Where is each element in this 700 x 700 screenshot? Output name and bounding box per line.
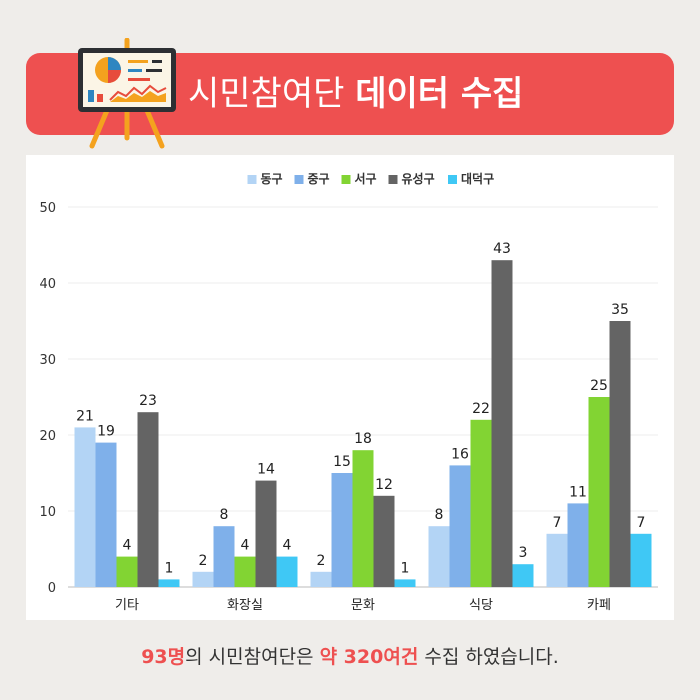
bar [255, 480, 277, 587]
bar [116, 556, 138, 587]
title-bold: 데이터 수집 [355, 74, 524, 114]
y-tick-label: 0 [48, 581, 56, 596]
bar [449, 465, 471, 587]
legend-entry: 동구 [261, 172, 283, 186]
bar [158, 579, 180, 587]
data-label: 35 [611, 302, 629, 318]
page-title: 시민참여단 데이터 수집 [188, 68, 523, 120]
legend-swatch [448, 175, 457, 184]
data-label: 11 [569, 484, 587, 500]
y-tick-label: 40 [39, 277, 56, 292]
bar [276, 556, 298, 587]
data-label: 23 [139, 393, 157, 409]
bar [192, 571, 214, 587]
legend-entry: 유성구 [402, 172, 435, 186]
bar [310, 571, 332, 587]
bar [470, 419, 492, 587]
data-label: 16 [451, 446, 469, 462]
presentation-easel-icon [78, 38, 176, 149]
data-label: 3 [519, 545, 528, 561]
bar [373, 495, 395, 587]
data-label: 7 [553, 515, 562, 531]
collected-count: 약 320여건 [319, 646, 419, 668]
bar [352, 450, 374, 587]
y-tick-label: 20 [39, 429, 56, 444]
title-light: 시민참여단 [188, 74, 345, 114]
bar [428, 526, 450, 587]
data-label: 4 [123, 538, 132, 554]
x-tick-label: 기타 [115, 598, 139, 613]
footer-text-1: 의 시민참여단은 [185, 646, 320, 668]
bar [491, 260, 513, 587]
data-label: 7 [637, 515, 646, 531]
data-label: 12 [375, 477, 393, 493]
bar [512, 564, 534, 587]
x-tick-label: 카페 [587, 598, 611, 613]
data-label: 19 [97, 424, 115, 440]
y-tick-label: 10 [39, 505, 56, 520]
x-tick-label: 식당 [469, 598, 493, 613]
data-label: 8 [220, 507, 229, 523]
data-label: 2 [317, 553, 326, 569]
data-label: 14 [257, 462, 275, 478]
data-label: 25 [590, 378, 608, 394]
bar [74, 427, 96, 587]
bar [213, 526, 235, 587]
legend-entry: 대덕구 [461, 171, 494, 186]
bar [588, 397, 610, 587]
bar [609, 321, 631, 587]
legend-swatch [341, 175, 351, 184]
bar [137, 412, 159, 587]
data-label: 4 [241, 538, 250, 554]
y-tick-label: 50 [39, 201, 56, 216]
legend-swatch [388, 175, 398, 184]
data-label: 1 [165, 560, 174, 576]
bar [567, 503, 589, 587]
data-label: 1 [401, 560, 410, 576]
footer-text-2: 수집 하였습니다. [418, 646, 559, 668]
legend-entry: 중구 [308, 172, 330, 186]
data-label: 22 [472, 401, 490, 417]
bar [394, 579, 416, 587]
x-tick-label: 화장실 [227, 598, 263, 613]
data-label: 8 [435, 507, 444, 523]
data-label: 21 [76, 408, 94, 424]
data-label: 18 [354, 431, 372, 447]
summary-footer: 93명의 시민참여단은 약 320여건 수집 하였습니다. [0, 642, 700, 669]
data-label: 4 [283, 538, 292, 554]
data-label: 43 [493, 241, 511, 257]
bar [331, 473, 353, 587]
bar [630, 533, 652, 587]
data-label: 2 [199, 553, 208, 569]
x-tick-label: 문화 [351, 598, 375, 613]
data-label: 15 [333, 454, 351, 470]
legend-entry: 서구 [355, 171, 377, 186]
bar [234, 556, 256, 587]
y-tick-label: 30 [39, 353, 56, 368]
participant-count: 93명 [141, 646, 186, 668]
bar [546, 533, 568, 587]
legend-swatch [247, 175, 257, 184]
bar-chart: 0102030405021194231기타284144화장실21518121문화… [39, 171, 658, 613]
bar [95, 442, 117, 587]
chart-card: 0 10 20 30 40 50 21 19 4 23 1 기타 2 8 4 14 4 화장실 2 15 18 12 1 문화… [26, 155, 674, 620]
legend-swatch [294, 175, 304, 184]
